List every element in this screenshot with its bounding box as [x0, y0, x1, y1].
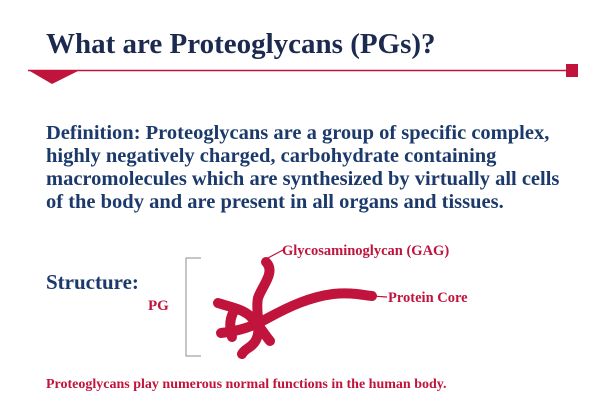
gag-label: Glycosaminoglycan (GAG)	[282, 243, 450, 259]
rule-left-wedge	[28, 70, 80, 84]
protein-core-strand	[216, 288, 377, 338]
structure-label: Structure:	[46, 270, 139, 294]
title-underline	[28, 64, 578, 84]
footer-note: Proteoglycans play numerous normal funct…	[46, 377, 447, 392]
protein-core-label: Protein Core	[388, 290, 468, 306]
gag-pointer	[265, 249, 284, 260]
pg-label: PG	[148, 298, 169, 314]
rule-end-square	[566, 64, 578, 77]
protein-core-pointer	[371, 295, 388, 298]
slide-title: What are Proteoglycans (PGs)?	[46, 28, 436, 60]
definition-text: Definition: Proteoglycans are a group of…	[46, 122, 560, 213]
pg-bracket	[185, 257, 201, 357]
gag-chain-left	[225, 308, 238, 342]
gag-chain-lower	[213, 298, 275, 346]
